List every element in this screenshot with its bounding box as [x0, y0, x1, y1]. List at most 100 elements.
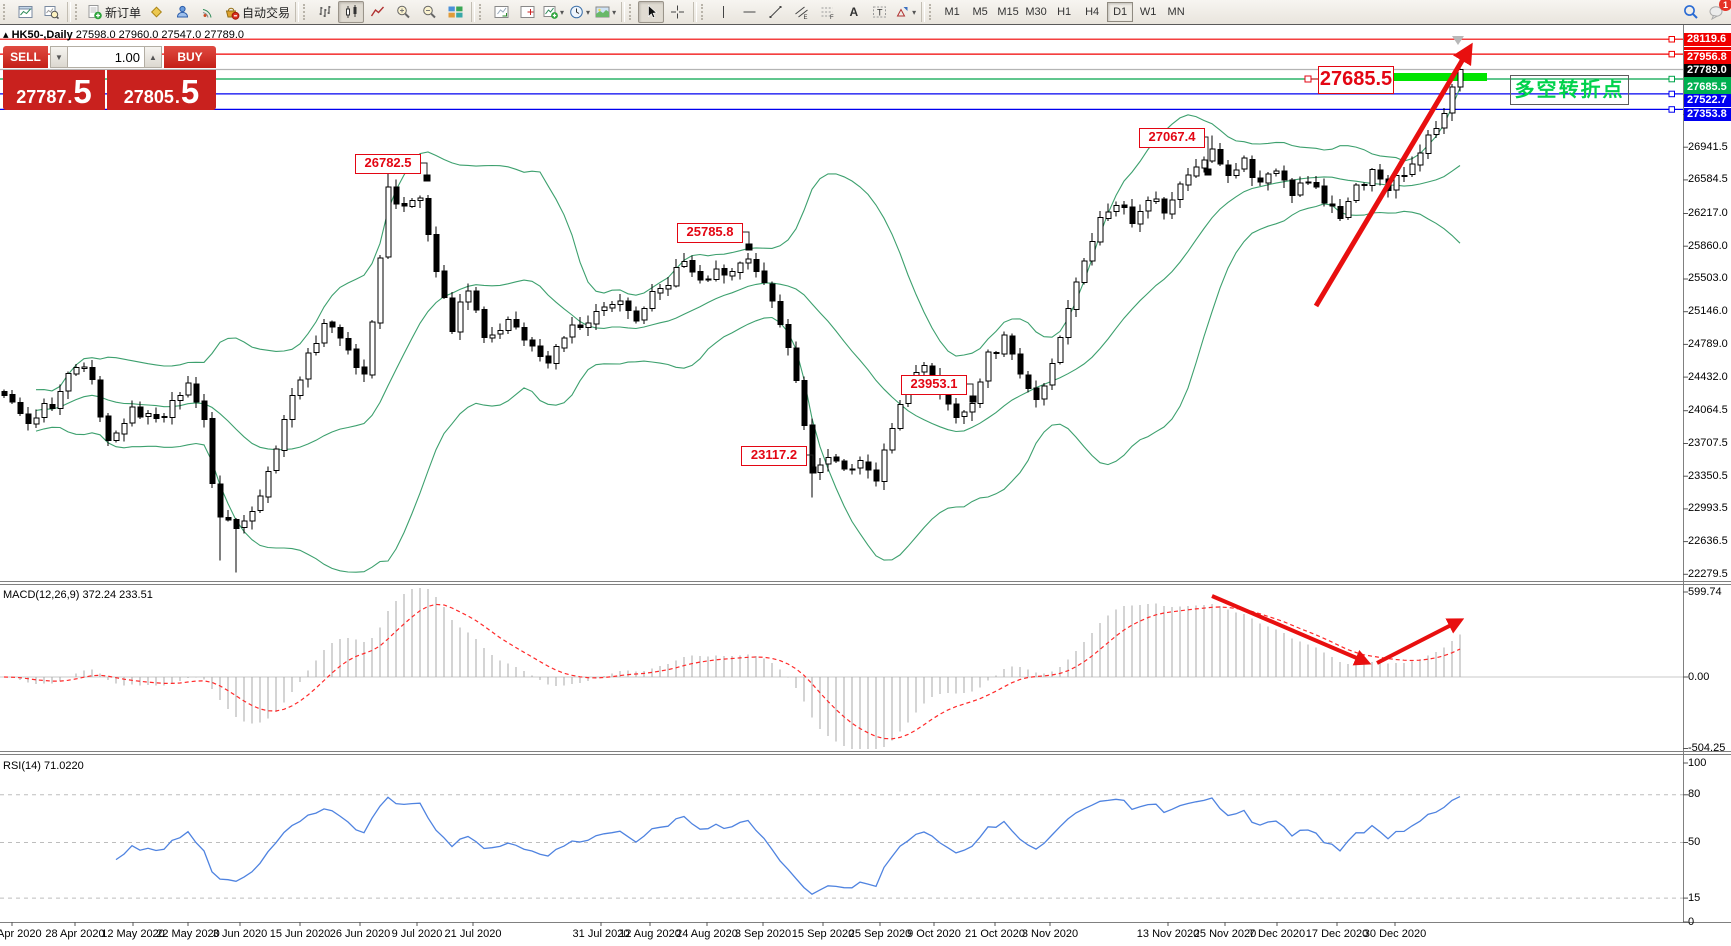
sell-price-display[interactable]: 27787. 5: [3, 70, 105, 110]
buy-button[interactable]: BUY: [164, 46, 216, 68]
toolbar-drag-handle[interactable]: [929, 4, 935, 20]
sell-button[interactable]: SELL: [3, 46, 48, 68]
chart-preview-button[interactable]: [38, 1, 64, 23]
price-annotation-27685.5[interactable]: 27685.5: [1318, 66, 1394, 94]
candles-icon: [345, 5, 357, 18]
auto-arrange-icon: [494, 6, 509, 18]
date-axis-label: 15 Jun 2020: [269, 928, 331, 940]
price-scale-tick: 25146.0: [1688, 305, 1728, 318]
tiles-button[interactable]: [442, 1, 468, 23]
bar-chart-icon: [319, 6, 331, 17]
fibonacci-button[interactable]: F: [814, 1, 840, 23]
timeframe-D1-button[interactable]: D1: [1107, 2, 1134, 22]
zoom-out-icon: [422, 5, 436, 19]
label-t-button[interactable]: T: [866, 1, 892, 23]
sell-price-sep: .: [67, 87, 73, 107]
zoom-out-button[interactable]: [416, 1, 442, 23]
rsi-indicator-label: RSI(14) 71.0220: [3, 760, 84, 772]
toolbar-drag-handle[interactable]: [701, 4, 707, 20]
macd-signal-line: [3, 603, 1461, 740]
price-scale-tick: 23350.5: [1688, 469, 1728, 482]
toolbar-drag-handle[interactable]: [3, 4, 9, 20]
template-button[interactable]: ▾: [592, 1, 618, 23]
new-order-button[interactable]: 新订单: [84, 1, 143, 23]
macd-indicator-label: MACD(12,26,9) 372.24 233.51: [3, 589, 153, 601]
price-scale-tick: 26941.5: [1688, 140, 1728, 153]
cursor-button[interactable]: [638, 1, 665, 23]
bar-chart-button[interactable]: [312, 1, 338, 23]
line-chart-button[interactable]: [364, 1, 390, 23]
trend-arrow[interactable]: [1376, 618, 1465, 665]
timeframe-M30-button[interactable]: M30: [1025, 6, 1047, 18]
toolbar-drag-handle[interactable]: [629, 4, 635, 20]
horizontal-line-27353.8[interactable]: [0, 106, 1683, 113]
shapes-button[interactable]: ▾: [892, 1, 918, 23]
price-scale-tick: 24064.5: [1688, 404, 1728, 417]
price-annotation-27067.4[interactable]: 27067.4: [1139, 128, 1205, 148]
hline-button[interactable]: [736, 1, 762, 23]
turning-point-band[interactable]: [1392, 73, 1487, 81]
channel-icon: E: [794, 6, 808, 20]
price-annotation-23117.2[interactable]: 23117.2: [741, 446, 807, 466]
eraser-button[interactable]: [143, 1, 169, 23]
volume-input[interactable]: [68, 46, 144, 68]
date-axis-label: 7 Dec 2020: [1248, 928, 1306, 940]
horizontal-line-27956.8[interactable]: [0, 50, 1683, 58]
horizontal-line-28119.6[interactable]: [0, 36, 1683, 43]
timeframe-M15-button[interactable]: M15: [997, 6, 1019, 18]
channel-button[interactable]: E: [788, 1, 814, 23]
volume-decrease-button[interactable]: ▼: [50, 46, 68, 68]
buy-price-display[interactable]: 27805. 5: [107, 70, 216, 110]
chart-preview-icon: [44, 6, 59, 20]
search-button[interactable]: [1677, 1, 1703, 23]
symbol-marker-icon: ▴: [3, 29, 9, 41]
timeframe-M5-button[interactable]: M5: [972, 6, 988, 18]
svg-text:T: T: [877, 8, 883, 18]
add-indicator-button[interactable]: ▾: [540, 1, 566, 23]
price-annotation-23953.1[interactable]: 23953.1: [901, 375, 967, 395]
date-axis-label: 22 May 2020: [156, 928, 220, 940]
trendline-button[interactable]: [762, 1, 788, 23]
timeframe-W1-button[interactable]: W1: [1139, 6, 1157, 18]
timeframe-H1-button[interactable]: H1: [1057, 6, 1072, 18]
new-chart-window-button[interactable]: [12, 1, 38, 23]
timeframe-H4-button[interactable]: H4: [1085, 6, 1100, 18]
shift-marker-icon: [1452, 36, 1464, 45]
candles-button[interactable]: [338, 1, 365, 23]
new-order-icon: [88, 5, 102, 20]
price-annotation-25785.8[interactable]: 25785.8: [677, 223, 743, 243]
date-axis-label: 16 Apr 2020: [0, 928, 42, 940]
toolbar-drag-handle[interactable]: [479, 4, 485, 20]
date-axis-label: 3 Jun 2020: [212, 928, 268, 940]
new-order-label: 新订单: [105, 5, 142, 20]
autotrade-button[interactable]: 自动交易: [221, 1, 292, 23]
notifications-button[interactable]: 1: [1703, 0, 1731, 23]
price-annotation-26782.5[interactable]: 26782.5: [355, 154, 421, 174]
auto-arrange-button[interactable]: [488, 1, 514, 23]
date-axis-label: 24 Aug 2020: [676, 928, 738, 940]
track-chart-button[interactable]: [514, 1, 540, 23]
toolbar-drag-handle[interactable]: [75, 4, 81, 20]
timeframe-MN-button[interactable]: MN: [1167, 6, 1185, 18]
vline-button[interactable]: [710, 1, 736, 23]
toolbar-drag-handle[interactable]: [303, 4, 309, 20]
zoom-in-button[interactable]: [390, 1, 416, 23]
trend-arrow[interactable]: [1313, 42, 1473, 308]
horizontal-line-27522.7[interactable]: [0, 90, 1683, 98]
turning-point-text[interactable]: 多空转折点: [1510, 75, 1629, 105]
chart-canvas[interactable]: [0, 24, 1731, 946]
text-a-icon: A: [849, 5, 858, 19]
signal-button[interactable]: [195, 1, 221, 23]
chart-area[interactable]: ▴ HK50-,Daily 27598.0 27960.0 27547.0 27…: [0, 24, 1731, 946]
text-a-button[interactable]: A: [840, 1, 866, 23]
crosshair-button[interactable]: [664, 1, 690, 23]
period-clock-button[interactable]: ▾: [566, 1, 592, 23]
volume-increase-button[interactable]: ▲: [144, 46, 162, 68]
date-axis-label: 13 Nov 2020: [1136, 928, 1200, 940]
price-tag-28119.6: 28119.6: [1684, 33, 1731, 46]
timeframe-M1-button[interactable]: M1: [944, 6, 960, 18]
trend-arrow[interactable]: [1211, 594, 1372, 666]
date-axis-label: 9 Oct 2020: [907, 928, 961, 940]
community-button[interactable]: [169, 1, 195, 23]
